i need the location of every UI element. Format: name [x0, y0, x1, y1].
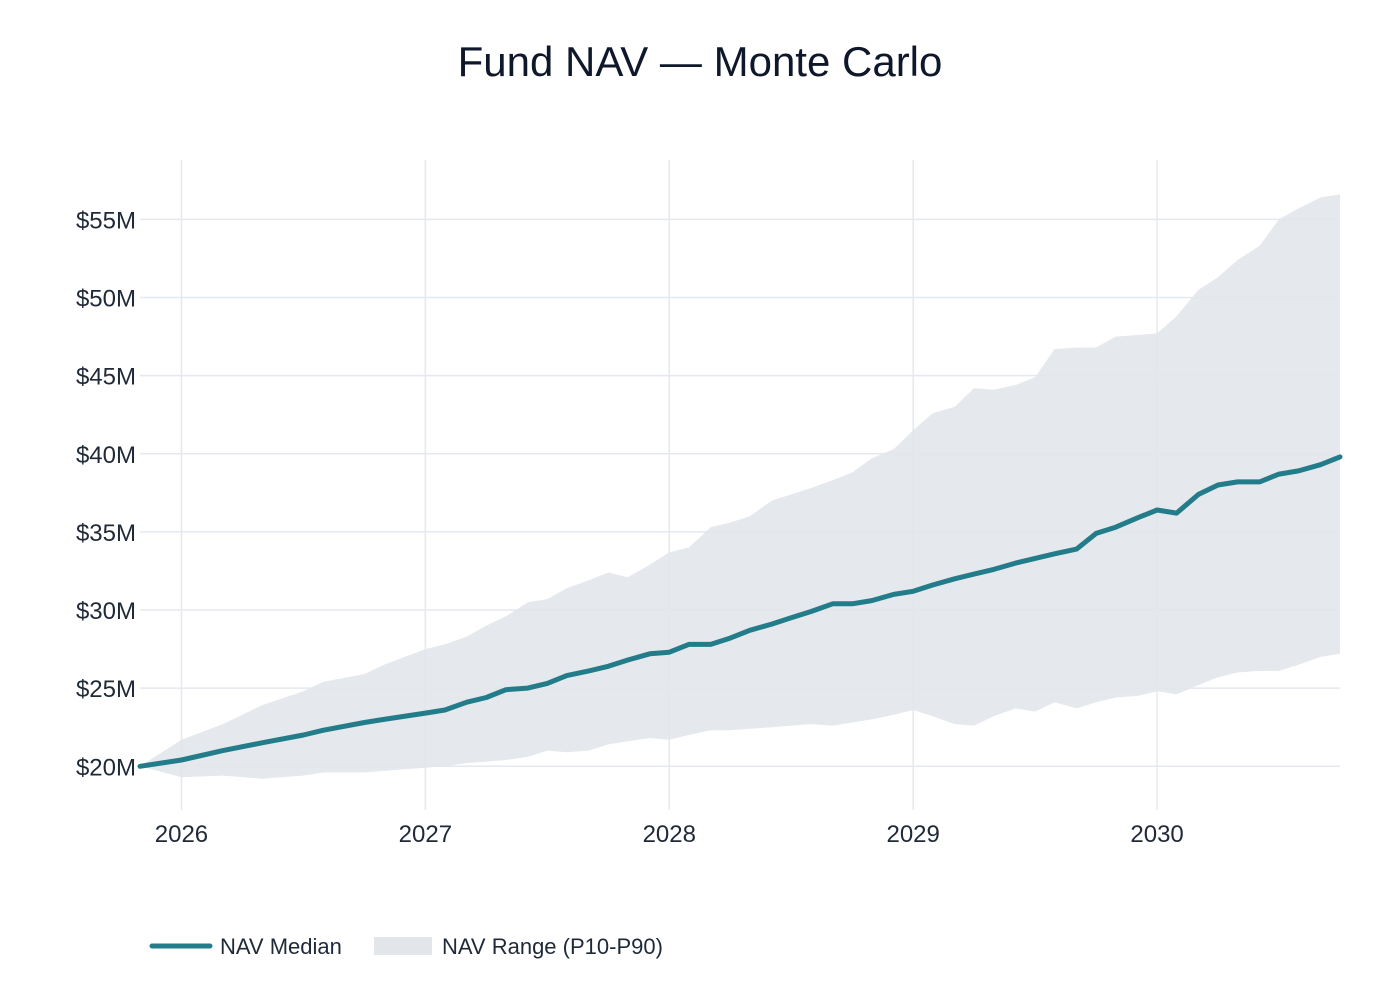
- legend-label-median: NAV Median: [220, 934, 342, 959]
- x-tick-label: 2027: [399, 821, 452, 848]
- x-tick-label: 2026: [155, 821, 208, 848]
- legend-label-range: NAV Range (P10-P90): [442, 934, 663, 959]
- x-axis-ticks: 2026 2027 2028 2029 2030: [155, 821, 1184, 848]
- nav-median-line: [137, 454, 1343, 769]
- y-tick-label: $45M: [76, 364, 136, 391]
- y-tick-label: $55M: [76, 207, 136, 234]
- y-tick-label: $25M: [76, 676, 136, 703]
- line-layer: [137, 454, 1343, 769]
- x-tick-label: 2028: [643, 821, 696, 848]
- legend: NAV Median NAV Range (P10-P90): [149, 934, 663, 959]
- band-layer: [140, 194, 1340, 779]
- nav-range-band: [140, 194, 1340, 779]
- chart-title: Fund NAV — Monte Carlo: [457, 38, 943, 85]
- y-tick-label: $30M: [76, 598, 136, 625]
- y-axis-ticks: $20M $25M $30M $35M $40M $45M $50M $55M: [76, 207, 136, 781]
- y-tick-label: $20M: [76, 754, 136, 781]
- x-tick-label: 2029: [886, 821, 939, 848]
- legend-swatch-range: [374, 937, 432, 955]
- y-tick-label: $50M: [76, 286, 136, 313]
- x-tick-label: 2030: [1130, 821, 1183, 848]
- y-tick-label: $40M: [76, 442, 136, 469]
- y-tick-label: $35M: [76, 520, 136, 547]
